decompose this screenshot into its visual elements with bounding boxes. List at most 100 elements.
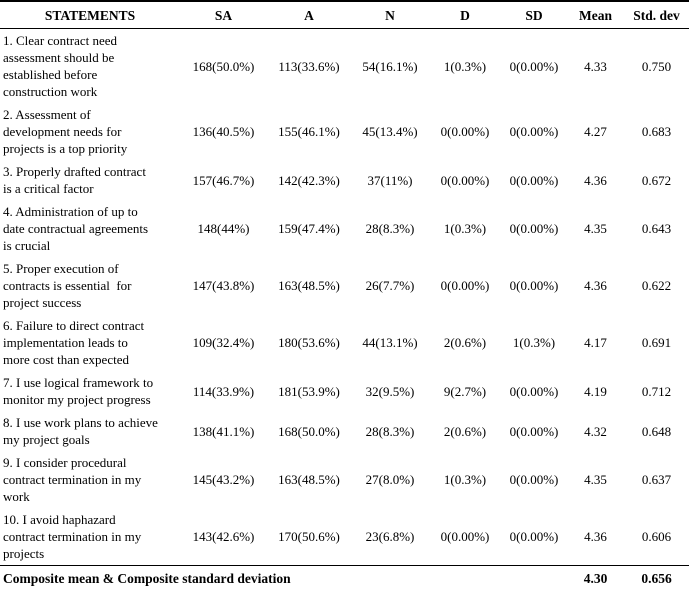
sd-cell: 0(0.00%)	[509, 221, 559, 236]
a-cell: 180(53.6%)	[278, 335, 340, 350]
std-dev-cell: 0.622	[641, 278, 672, 293]
sa-cell: 145(43.2%)	[192, 472, 255, 487]
statement-cell: 5. Proper execution of contracts is esse…	[3, 261, 132, 310]
statement-cell: 4. Administration of up to date contract…	[3, 204, 149, 253]
mean-cell: 4.17	[584, 335, 607, 350]
sd-cell: 0(0.00%)	[509, 58, 559, 74]
std-dev-cell: 0.672	[641, 172, 672, 188]
a-cell: 163(48.5%)	[278, 278, 340, 293]
table-row: 8. I use work plans to achieve my projec…	[0, 411, 689, 451]
sd-cell: 0(0.00%)	[509, 472, 559, 487]
d-cell: 2(0.6%)	[443, 423, 487, 439]
table-row: 4. Administration of up to date contract…	[0, 200, 689, 257]
a-cell: 113(33.6%)	[278, 58, 340, 74]
sa-cell: 157(46.7%)	[192, 172, 255, 188]
mean-cell: 4.32	[584, 423, 607, 439]
header-a: A	[267, 0, 351, 29]
header-sa: SA	[180, 0, 267, 29]
sd-cell: 0(0.00%)	[509, 278, 559, 293]
statement-cell: 6. Failure to direct contract implementa…	[3, 318, 145, 367]
d-cell: 0(0.00%)	[440, 278, 490, 293]
a-cell: 181(53.9%)	[278, 383, 340, 399]
d-cell: 0(0.00%)	[440, 172, 490, 188]
n-cell: 32(9.5%)	[365, 383, 415, 399]
composite-std-dev-cell: 0.656	[624, 565, 689, 592]
table-row: 1. Clear contract need assessment should…	[0, 29, 689, 104]
n-cell: 54(16.1%)	[362, 58, 418, 74]
n-cell: 28(8.3%)	[365, 221, 415, 236]
d-cell: 2(0.6%)	[443, 335, 487, 350]
a-cell: 170(50.6%)	[278, 529, 340, 544]
sa-cell: 168(50.0%)	[192, 58, 255, 74]
n-cell: 44(13.1%)	[362, 335, 418, 350]
sa-cell: 138(41.1%)	[192, 423, 255, 439]
std-dev-cell: 0.712	[641, 383, 672, 399]
statement-cell: 10. I avoid haphazard contract terminati…	[3, 512, 142, 561]
table-row: 3. Properly drafted contract is a critic…	[0, 160, 689, 200]
sa-cell: 114(33.9%)	[192, 383, 255, 399]
table-row: 10. I avoid haphazard contract terminati…	[0, 508, 689, 566]
mean-cell: 4.19	[584, 383, 607, 399]
statement-cell: 7. I use logical framework to monitor my…	[3, 375, 154, 407]
n-cell: 27(8.0%)	[365, 472, 415, 487]
a-cell: 142(42.3%)	[278, 172, 340, 188]
std-dev-cell: 0.750	[641, 58, 672, 74]
mean-cell: 4.35	[584, 221, 607, 236]
table-row: 2. Assessment of development needs for p…	[0, 103, 689, 160]
sd-cell: 0(0.00%)	[509, 124, 559, 139]
statement-cell: 8. I use work plans to achieve my projec…	[3, 415, 158, 447]
d-cell: 1(0.3%)	[443, 472, 487, 487]
statement-cell: 9. I consider procedural contract termin…	[3, 455, 142, 504]
header-statements: STATEMENTS	[0, 0, 180, 29]
statement-cell: 1. Clear contract need assessment should…	[3, 33, 118, 99]
table-row: 9. I consider procedural contract termin…	[0, 451, 689, 508]
d-cell: 0(0.00%)	[440, 529, 490, 544]
sa-cell: 143(42.6%)	[192, 529, 255, 544]
statement-cell: 2. Assessment of development needs for p…	[3, 107, 128, 156]
sa-cell: 147(43.8%)	[192, 278, 255, 293]
d-cell: 1(0.3%)	[443, 221, 487, 236]
table-row: 5. Proper execution of contracts is esse…	[0, 257, 689, 314]
a-cell: 159(47.4%)	[278, 221, 340, 236]
a-cell: 168(50.0%)	[278, 423, 340, 439]
sd-cell: 0(0.00%)	[509, 423, 559, 439]
std-dev-cell: 0.643	[641, 221, 672, 236]
sa-cell: 109(32.4%)	[192, 335, 255, 350]
header-std-dev: Std. dev	[624, 0, 689, 29]
sd-cell: 0(0.00%)	[509, 172, 559, 188]
composite-row: Composite mean & Composite standard devi…	[0, 565, 689, 592]
table-header-row: STATEMENTS SA A N D SD Mean Std. dev	[0, 0, 689, 29]
n-cell: 28(8.3%)	[365, 423, 415, 439]
mean-cell: 4.36	[584, 172, 607, 188]
composite-mean-cell: 4.30	[567, 565, 624, 592]
mean-cell: 4.36	[584, 278, 607, 293]
n-cell: 45(13.4%)	[362, 124, 418, 139]
d-cell: 9(2.7%)	[443, 383, 487, 399]
d-cell: 0(0.00%)	[440, 124, 490, 139]
header-sd: SD	[501, 0, 567, 29]
n-cell: 23(6.8%)	[365, 529, 415, 544]
composite-label-cell: Composite mean & Composite standard devi…	[0, 565, 567, 592]
std-dev-cell: 0.637	[641, 472, 672, 487]
std-dev-cell: 0.683	[641, 124, 672, 139]
statement-cell: 3. Properly drafted contract is a critic…	[3, 164, 146, 196]
a-cell: 163(48.5%)	[278, 472, 340, 487]
header-d: D	[429, 0, 501, 29]
n-cell: 26(7.7%)	[365, 278, 415, 293]
sd-cell: 0(0.00%)	[509, 529, 559, 544]
sa-cell: 148(44%)	[197, 221, 250, 236]
table-row: 6. Failure to direct contract implementa…	[0, 314, 689, 371]
header-mean: Mean	[567, 0, 624, 29]
a-cell: 155(46.1%)	[278, 124, 340, 139]
std-dev-cell: 0.648	[641, 423, 672, 439]
mean-cell: 4.36	[584, 529, 607, 544]
sd-cell: 0(0.00%)	[509, 383, 559, 399]
sd-cell: 1(0.3%)	[512, 335, 556, 350]
table-row: 7. I use logical framework to monitor my…	[0, 371, 689, 411]
n-cell: 37(11%)	[367, 172, 413, 188]
header-n: N	[351, 0, 429, 29]
mean-cell: 4.27	[584, 124, 607, 139]
mean-cell: 4.33	[584, 58, 607, 74]
std-dev-cell: 0.606	[641, 529, 672, 544]
